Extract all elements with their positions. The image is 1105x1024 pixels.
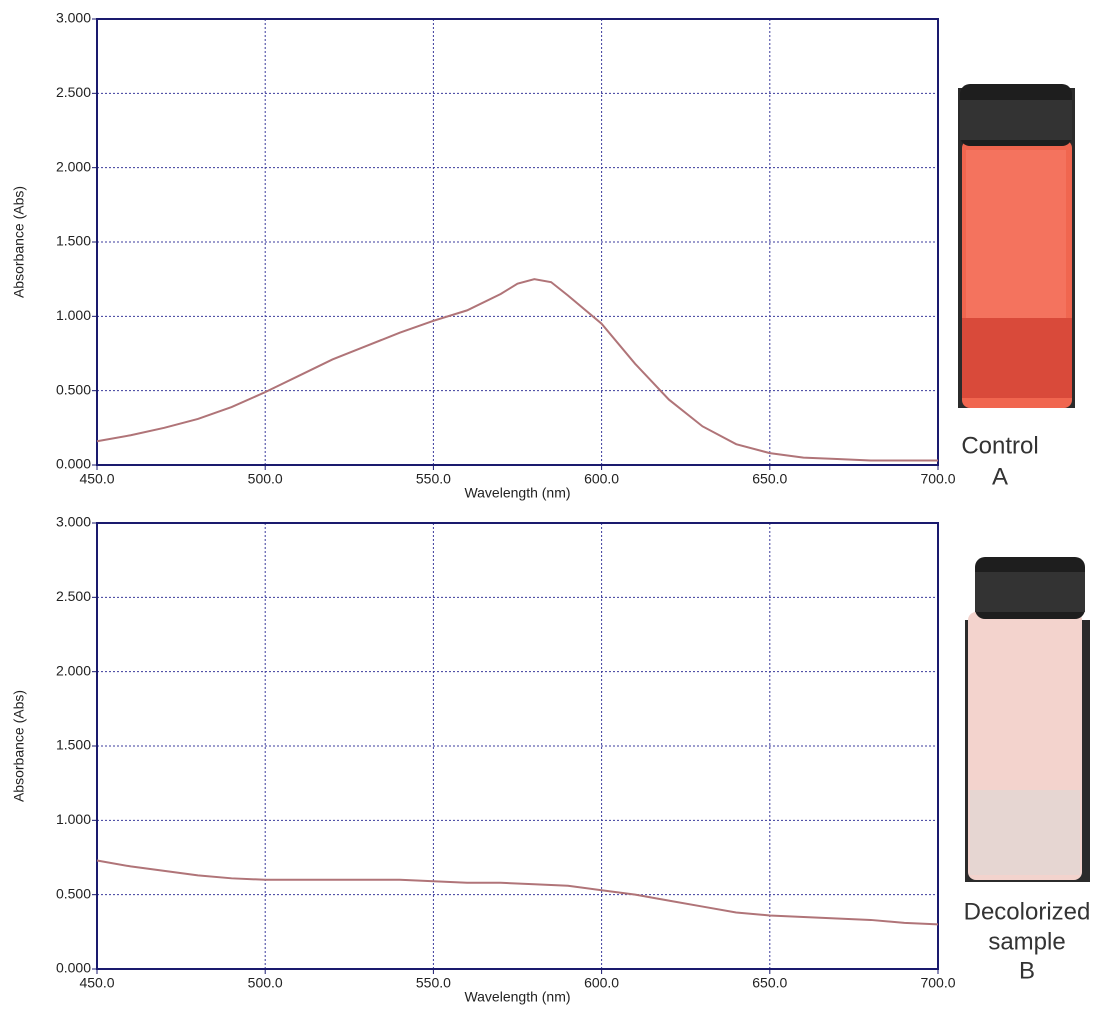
plot-frame <box>96 18 939 466</box>
y-tick-label: 0.000 <box>56 456 91 472</box>
y-tick-label: 1.500 <box>56 233 91 249</box>
vial-photo-decolorized <box>965 557 1090 882</box>
x-tick-label: 650.0 <box>752 975 787 991</box>
x-axis-label: Wavelength (nm) <box>464 989 570 1005</box>
x-axis-label: Wavelength (nm) <box>464 485 570 501</box>
data-line <box>96 278 938 462</box>
x-tick-label: 500.0 <box>248 471 283 487</box>
y-axis-label: Absorbance (Abs) <box>11 690 27 802</box>
x-tick-label: 650.0 <box>752 471 787 487</box>
data-line <box>96 859 939 926</box>
y-tick-label: 0.500 <box>56 885 91 901</box>
y-tick-label: 2.500 <box>56 84 91 100</box>
x-tick-label: 550.0 <box>416 471 451 487</box>
y-axis-label: Absorbance (Abs) <box>11 186 27 298</box>
y-tick-label: 3.000 <box>56 10 91 26</box>
caption: Decolorized <box>964 898 1091 925</box>
y-tick-label: 1.500 <box>56 737 91 753</box>
y-tick-label: 0.500 <box>56 381 91 397</box>
caption: A <box>992 463 1008 490</box>
x-tick-label: 550.0 <box>416 975 451 991</box>
x-tick-label: 450.0 <box>79 471 114 487</box>
x-tick-label: 600.0 <box>584 975 619 991</box>
vial-photo-control <box>958 84 1075 408</box>
caption: sample <box>988 928 1065 955</box>
x-tick-label: 700.0 <box>920 975 955 991</box>
plot-frame <box>96 522 939 970</box>
y-tick-label: 2.000 <box>56 158 91 174</box>
y-tick-label: 3.000 <box>56 514 91 530</box>
x-tick-label: 500.0 <box>248 975 283 991</box>
y-tick-label: 1.000 <box>56 307 91 323</box>
y-tick-label: 0.000 <box>56 960 91 976</box>
y-tick-label: 1.000 <box>56 811 91 827</box>
x-tick-label: 450.0 <box>79 975 114 991</box>
y-tick-label: 2.000 <box>56 662 91 678</box>
caption: B <box>1019 957 1035 984</box>
x-tick-label: 600.0 <box>584 471 619 487</box>
y-tick-label: 2.500 <box>56 588 91 604</box>
x-tick-label: 700.0 <box>920 471 955 487</box>
caption: Control <box>961 432 1038 459</box>
